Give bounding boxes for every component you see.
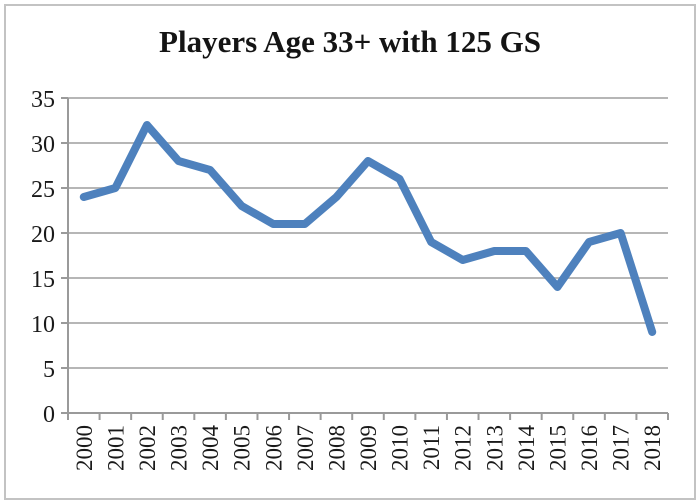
- data-line: [79, 121, 657, 336]
- x-axis-tick-label: 2012: [451, 425, 476, 471]
- chart-title: Players Age 33+ with 125 GS: [159, 24, 541, 59]
- x-axis-tick-label: 2007: [293, 425, 318, 471]
- y-axis-tick-label: 10: [31, 312, 55, 338]
- x-axis-tick-label: 2008: [324, 425, 349, 471]
- y-axis-tick-label: 5: [43, 357, 55, 383]
- y-axis-tick-label: 25: [31, 177, 55, 203]
- y-axis-tick-label: 30: [31, 132, 55, 158]
- x-axis-tick-label: 2011: [419, 425, 444, 470]
- x-axis-tick-label: 2014: [514, 425, 539, 472]
- x-axis-tick-label: 2013: [482, 425, 507, 471]
- x-axis-tick-label: 2018: [640, 425, 665, 471]
- y-axis-tick-label: 35: [31, 87, 55, 113]
- x-axis-tick-label: 2009: [356, 425, 381, 471]
- x-axis-tick-label: 2001: [103, 425, 128, 471]
- x-axis-tick-label: 2005: [230, 425, 255, 471]
- y-axis-tick-label: 15: [31, 267, 55, 293]
- x-axis-tick-label: 2015: [545, 425, 570, 471]
- x-axis-tick-label: 2002: [135, 425, 160, 471]
- y-axis-tick-label: 20: [31, 222, 55, 248]
- x-axis-tick-label: 2017: [609, 425, 634, 471]
- x-axis-tick-label: 2016: [577, 425, 602, 471]
- x-axis-tick-label: 2003: [167, 425, 192, 471]
- x-axis-tick-label: 2010: [388, 425, 413, 471]
- x-axis-tick-label: 2006: [261, 425, 286, 471]
- x-axis-tick-label: 2004: [198, 425, 223, 472]
- x-axis-tick-label: 2000: [72, 425, 97, 471]
- y-axis-tick-label: 0: [43, 402, 55, 428]
